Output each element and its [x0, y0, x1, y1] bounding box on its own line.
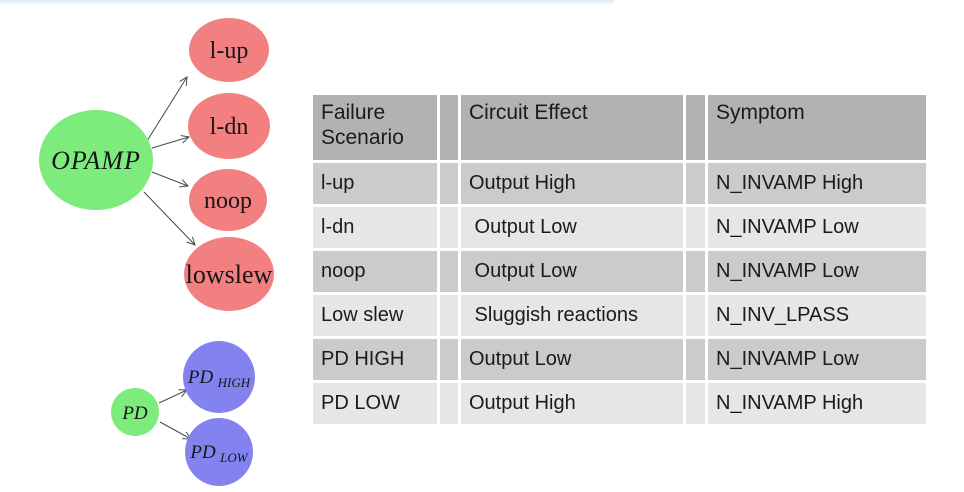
node-lup	[189, 18, 269, 82]
node-pdlow-label: PD LOW	[189, 442, 248, 465]
cell-spacer	[440, 207, 458, 248]
header-symptom: Symptom	[708, 95, 926, 160]
table-row: PD LOW Output High N_INVAMP High	[313, 383, 926, 424]
table-row: l-up Output High N_INVAMP High	[313, 163, 926, 204]
cell-spacer	[686, 339, 705, 380]
cell-spacer	[440, 163, 458, 204]
node-lup-label: l-up	[210, 38, 249, 64]
failure-scenario-table: Failure Scenario Circuit Effect Symptom …	[310, 92, 929, 427]
node-noop	[189, 169, 267, 231]
header-circuit-effect: Circuit Effect	[461, 95, 683, 160]
node-pd	[111, 388, 159, 436]
node-ldn	[188, 93, 270, 159]
table-row: PD HIGH Output Low N_INVAMP Low	[313, 339, 926, 380]
cell-spacer	[440, 339, 458, 380]
header-spacer-2	[686, 95, 705, 160]
cell-effect: Output High	[461, 163, 683, 204]
cell-failure: noop	[313, 251, 437, 292]
edge-opamp-noop-arrow	[151, 171, 188, 186]
cell-spacer	[686, 295, 705, 336]
node-noop-label: noop	[204, 188, 252, 214]
cell-symptom: N_INVAMP High	[708, 163, 926, 204]
cell-effect: Sluggish reactions	[461, 295, 683, 336]
cell-failure: PD HIGH	[313, 339, 437, 380]
node-pdlow-subscript: LOW	[219, 450, 249, 465]
cell-spacer	[440, 251, 458, 292]
node-ldn-label: l-dn	[210, 114, 249, 140]
cell-spacer	[440, 383, 458, 424]
fault-tree-diagram: OPAMP l-up l-dn noop lowslew PD PD HIGH …	[39, 18, 274, 486]
cell-symptom: N_INVAMP Low	[708, 207, 926, 248]
cell-effect: Output Low	[461, 339, 683, 380]
cell-failure: Low slew	[313, 295, 437, 336]
node-lowslew	[184, 237, 274, 311]
node-pd-label: PD	[121, 403, 148, 424]
cell-failure: l-dn	[313, 207, 437, 248]
cell-effect: Output Low	[461, 251, 683, 292]
node-pdhigh-subscript: HIGH	[217, 375, 251, 390]
node-pdlow	[185, 418, 253, 486]
edge-pd-pdlow-arrow	[159, 421, 191, 439]
node-opamp	[39, 110, 153, 210]
node-pdlow-base: PD	[189, 442, 216, 463]
node-pdhigh-label: PD HIGH	[187, 367, 251, 390]
cell-spacer	[686, 383, 705, 424]
header-failure-scenario: Failure Scenario	[313, 95, 437, 160]
table-row: l-dn Output Low N_INVAMP Low	[313, 207, 926, 248]
table-row: noop Output Low N_INVAMP Low	[313, 251, 926, 292]
cell-effect: Output Low	[461, 207, 683, 248]
node-opamp-label: OPAMP	[51, 146, 141, 175]
cell-effect: Output High	[461, 383, 683, 424]
cell-symptom: N_INVAMP Low	[708, 339, 926, 380]
node-pdhigh-base: PD	[187, 367, 214, 388]
top-highlight-band	[0, 0, 614, 5]
cell-failure: l-up	[313, 163, 437, 204]
edge-opamp-lup-arrow	[146, 77, 187, 142]
cell-symptom: N_INVAMP Low	[708, 251, 926, 292]
node-lowslew-label: lowslew	[186, 260, 273, 289]
header-spacer-1	[440, 95, 458, 160]
table-header-row: Failure Scenario Circuit Effect Symptom	[313, 95, 926, 160]
cell-failure: PD LOW	[313, 383, 437, 424]
edge-opamp-lowslew-arrow	[143, 191, 195, 245]
table-row: Low slew Sluggish reactions N_INV_LPASS	[313, 295, 926, 336]
edge-opamp-ldn-arrow	[151, 137, 189, 149]
cell-symptom: N_INVAMP High	[708, 383, 926, 424]
cell-spacer	[686, 251, 705, 292]
cell-spacer	[440, 295, 458, 336]
edge-pd-pdhigh-arrow	[158, 390, 187, 404]
cell-spacer	[686, 207, 705, 248]
node-pdhigh	[183, 341, 255, 413]
cell-symptom: N_INV_LPASS	[708, 295, 926, 336]
cell-spacer	[686, 163, 705, 204]
